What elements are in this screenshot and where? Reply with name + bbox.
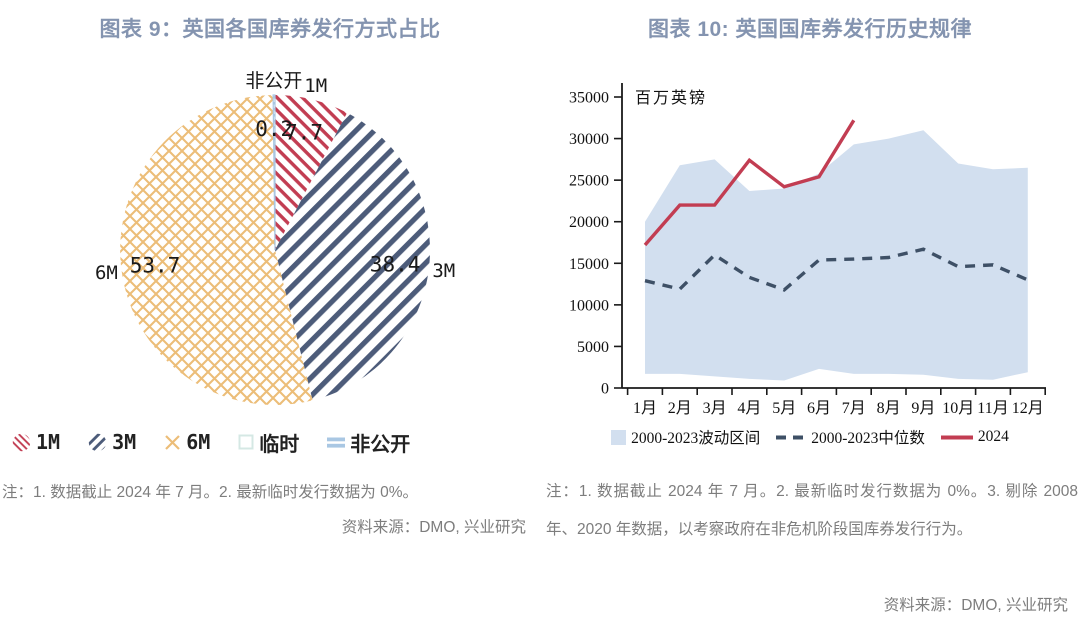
y-axis-label: 35000 <box>569 90 609 107</box>
left-note: 注：1. 数据截止 2024 年 7 月。2. 最新临时发行数据为 0%。 <box>2 484 419 501</box>
x-axis-label: 9月 <box>911 400 935 417</box>
horizontal-stripes-icon <box>327 437 346 448</box>
pie-legend-label: 6M <box>186 430 211 454</box>
pie-value-label: 53.7 <box>130 254 181 278</box>
pie-value-label: 38.4 <box>370 252 421 276</box>
pie-legend-item-3M: 3M <box>88 430 136 454</box>
pie-value-label: 0.2 <box>255 117 293 141</box>
line-legend-label: 2024 <box>977 428 1009 445</box>
line-legend: 2000-2023波动区间 2000-2023中位数 2024 <box>540 420 1080 454</box>
line-legend-item-2000-2023波动区间: 2000-2023波动区间 <box>611 426 760 448</box>
pie-legend-item-1M: 1M <box>12 430 60 454</box>
x-axis-label: 12月 <box>1012 400 1044 417</box>
left-chart-title: 图表 9：英国各国库券发行方式占比 <box>99 18 441 41</box>
right-chart-title: 图表 10: 英国国库券发行历史规律 <box>647 18 973 41</box>
band-area <box>645 130 1028 381</box>
solid-line-icon <box>940 435 973 439</box>
line-legend-label: 2000-2023中位数 <box>811 430 925 447</box>
pie-legend-label: 1M <box>36 430 61 454</box>
pie-slice-非公开 <box>272 94 276 251</box>
series-2024 <box>643 119 856 247</box>
pie-slice-1M <box>275 95 348 250</box>
x-axis-label: 4月 <box>737 400 761 417</box>
cross-hatch-icon <box>165 434 180 450</box>
y-axis-label: 10000 <box>569 297 609 314</box>
pie-legend: 1M 3M 6M 临时 非公开 <box>12 421 410 463</box>
pie-legend-label: 临时 <box>259 431 300 456</box>
y-axis-label: 20000 <box>569 214 609 231</box>
pie-value-label: 7.7 <box>285 121 323 145</box>
hatched-circle-icon <box>12 433 31 451</box>
pie-category-label: 非公开 <box>245 70 302 92</box>
y-axis-label: 5000 <box>577 339 609 356</box>
pie-category-label: 1M <box>304 75 327 97</box>
pie-legend-label: 3M <box>112 430 137 454</box>
x-axis-label: 10月 <box>942 400 974 417</box>
line-legend-item-2000-2023中位数: 2000-2023中位数 <box>776 426 925 448</box>
x-axis-label: 7月 <box>842 400 866 417</box>
y-axis-label: 25000 <box>569 173 609 190</box>
x-axis-label: 8月 <box>877 400 901 417</box>
y-axis-label: 0 <box>601 381 609 398</box>
y-axis-label: 15000 <box>569 256 609 273</box>
pie-category-label: 3M <box>432 260 455 282</box>
pie-legend-item-非公开: 非公开 <box>327 428 410 457</box>
y-axis-label: 30000 <box>569 131 609 148</box>
left-source: 资料来源：DMO, 兴业研究 <box>341 519 526 536</box>
x-axis-label: 6月 <box>807 400 831 417</box>
line-legend-label: 2000-2023波动区间 <box>631 430 761 447</box>
pie-legend-item-6M: 6M <box>164 430 210 454</box>
pie-legend-label: 非公开 <box>350 431 411 456</box>
pie-slice-6M <box>120 95 313 405</box>
y-axis-unit-label: 百万英镑 <box>635 89 707 107</box>
x-axis-label: 3月 <box>703 400 727 417</box>
x-axis-label: 5月 <box>772 400 796 417</box>
pie-legend-item-临时: 临时 <box>238 428 299 457</box>
pie-category-label: 6M <box>95 262 118 284</box>
line-chart: 0 5000 10000 15000 20000 25000 30000 35000 1月 2月 3… <box>569 83 1047 417</box>
right-source: 资料来源：DMO, 兴业研究 <box>883 597 1068 614</box>
x-axis-label: 11月 <box>977 400 1008 417</box>
x-axis-label: 2月 <box>668 400 692 417</box>
square-outline-icon <box>238 434 254 450</box>
pie-slice-3M <box>275 112 431 401</box>
pie-chart: 7.7 1M 38.4 3M 53.7 6M 0.2 非公开 <box>95 70 455 405</box>
series-2000-2023中位数 <box>644 247 1029 292</box>
line-legend-item-2024: 2024 <box>940 428 1009 446</box>
band-swatch-icon <box>611 429 627 445</box>
hatched-circle-icon <box>88 433 107 451</box>
dashed-line-icon <box>776 435 807 439</box>
x-axis-label: 1月 <box>633 400 657 417</box>
right-note: 注：1. 数据截止 2024 年 7 月。2. 最新临时发行数据为 0%。3. … <box>546 483 1078 538</box>
